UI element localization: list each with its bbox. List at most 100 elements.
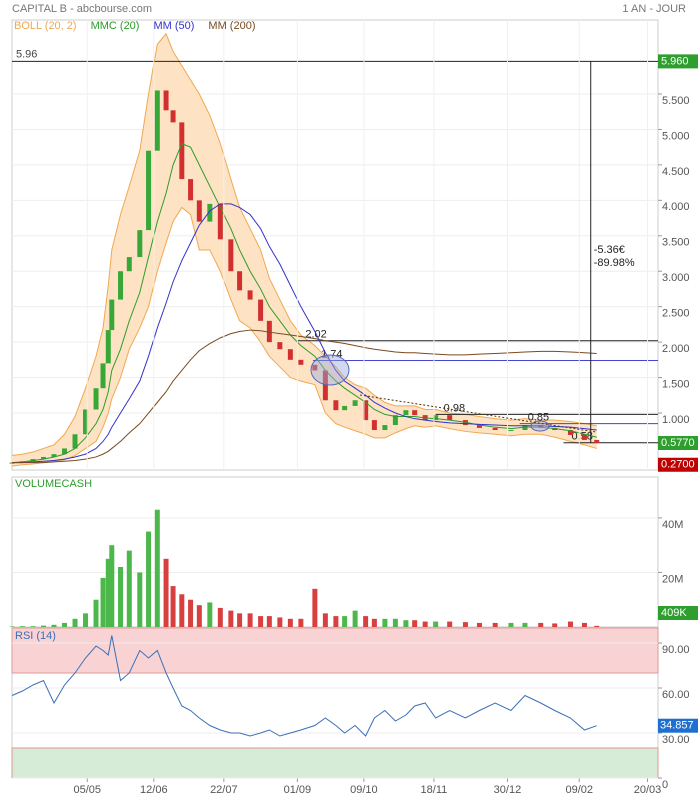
volume-bar <box>170 586 176 627</box>
volume-bar <box>312 588 318 627</box>
volume-bar <box>287 618 293 627</box>
candle <box>447 415 453 421</box>
volume-bar <box>298 618 304 627</box>
change-amount: -5.36€ <box>594 244 625 256</box>
legend-entry: MM (50) <box>153 20 194 32</box>
candle <box>179 122 185 180</box>
price-box-label: 0.2700 <box>661 459 695 471</box>
candle <box>322 370 328 401</box>
candle <box>83 409 89 435</box>
volume-bar <box>538 622 544 627</box>
volume-bar <box>581 622 587 627</box>
candle <box>247 290 253 300</box>
candle <box>163 90 169 111</box>
candle <box>594 439 600 443</box>
candle <box>93 388 99 410</box>
candle <box>412 410 418 416</box>
candle <box>62 448 68 455</box>
candle <box>266 320 272 343</box>
candle <box>100 363 106 389</box>
candle <box>137 230 143 258</box>
bollinger-lower <box>11 206 597 467</box>
candle <box>567 430 573 435</box>
candle <box>508 430 514 432</box>
y-tick-label: 3.000 <box>662 272 690 284</box>
y-tick-label: 20M <box>662 573 683 585</box>
level-label: 0.98 <box>444 402 465 414</box>
volume-bar <box>109 545 115 627</box>
x-tick-label: 09/02 <box>565 784 593 796</box>
volume-bar <box>508 622 514 627</box>
moving-average <box>11 142 597 464</box>
level-label: 0.85 <box>528 412 549 424</box>
candle <box>492 427 498 431</box>
candle <box>154 90 160 151</box>
volume-box <box>658 606 698 620</box>
volume-bar <box>476 622 482 627</box>
volume-bar <box>447 621 453 627</box>
x-tick-label: 22/07 <box>210 784 238 796</box>
volume-bar <box>594 625 600 627</box>
y-tick-label: 3.500 <box>662 237 690 249</box>
x-tick-label: 20/03 <box>634 784 662 796</box>
y-tick-label: 2.000 <box>662 343 690 355</box>
volume-bar <box>41 625 47 627</box>
rsi-box-label: 34.857 <box>660 720 694 732</box>
panel <box>11 476 659 628</box>
candle <box>237 271 243 291</box>
panel-title: VOLUMECASH <box>15 478 92 490</box>
candle <box>188 179 194 201</box>
volume-bar <box>492 622 498 627</box>
candle <box>333 400 339 411</box>
high-label: 5.96 <box>16 48 37 60</box>
y-tick-label: 30.00 <box>662 734 690 746</box>
volume-bar <box>20 626 26 627</box>
volume-bar <box>30 626 36 627</box>
volume-bar <box>567 621 573 627</box>
candle <box>476 425 482 428</box>
y-tick-label: 60.00 <box>662 689 690 701</box>
legend-entry: MMC (20) <box>91 20 140 32</box>
candle <box>146 150 152 231</box>
candle <box>170 110 176 123</box>
volume-bar <box>403 620 409 627</box>
y-tick-label: 2.500 <box>662 308 690 320</box>
volume-bar <box>100 577 106 627</box>
volume-bar <box>62 622 68 627</box>
y-tick-label: 4.500 <box>662 166 690 178</box>
page-title: CAPITAL B - abcbourse.com <box>12 3 152 15</box>
volume-bar <box>412 620 418 627</box>
volume-bar <box>462 622 468 627</box>
legend-entry: MM (200) <box>208 20 255 32</box>
x-tick-label: 18/11 <box>421 784 448 796</box>
rsi-zone <box>11 747 659 779</box>
volume-bar <box>382 618 388 627</box>
volume-bar <box>118 567 124 627</box>
volume-bar <box>266 616 272 627</box>
candle <box>382 425 388 431</box>
volume-bar <box>217 607 223 627</box>
y-tick-label: 0 <box>662 779 668 791</box>
candle <box>403 410 409 416</box>
candle <box>298 359 304 365</box>
volume-bar <box>93 599 99 627</box>
volume-box-label: 409K <box>661 607 687 619</box>
legend-entry: BOLL (20, 2) <box>14 20 77 32</box>
price-box <box>658 435 698 450</box>
panel-title: RSI (14) <box>15 630 56 642</box>
y-tick-label: 90.00 <box>662 644 690 656</box>
x-tick-label: 30/12 <box>494 784 522 796</box>
highlight-ellipse <box>530 420 550 432</box>
candle <box>312 364 318 371</box>
level-label: 1.74 <box>321 348 342 360</box>
volume-bar <box>392 618 398 627</box>
volume-bar <box>322 613 328 627</box>
candle <box>258 299 264 321</box>
y-tick-label: 5.000 <box>662 130 690 142</box>
volume-bar <box>196 605 202 627</box>
period: 1 AN - JOUR <box>622 3 686 15</box>
candle <box>352 400 358 406</box>
x-tick-label: 05/05 <box>74 784 102 796</box>
candle <box>72 434 78 449</box>
volume-bar <box>83 613 89 627</box>
